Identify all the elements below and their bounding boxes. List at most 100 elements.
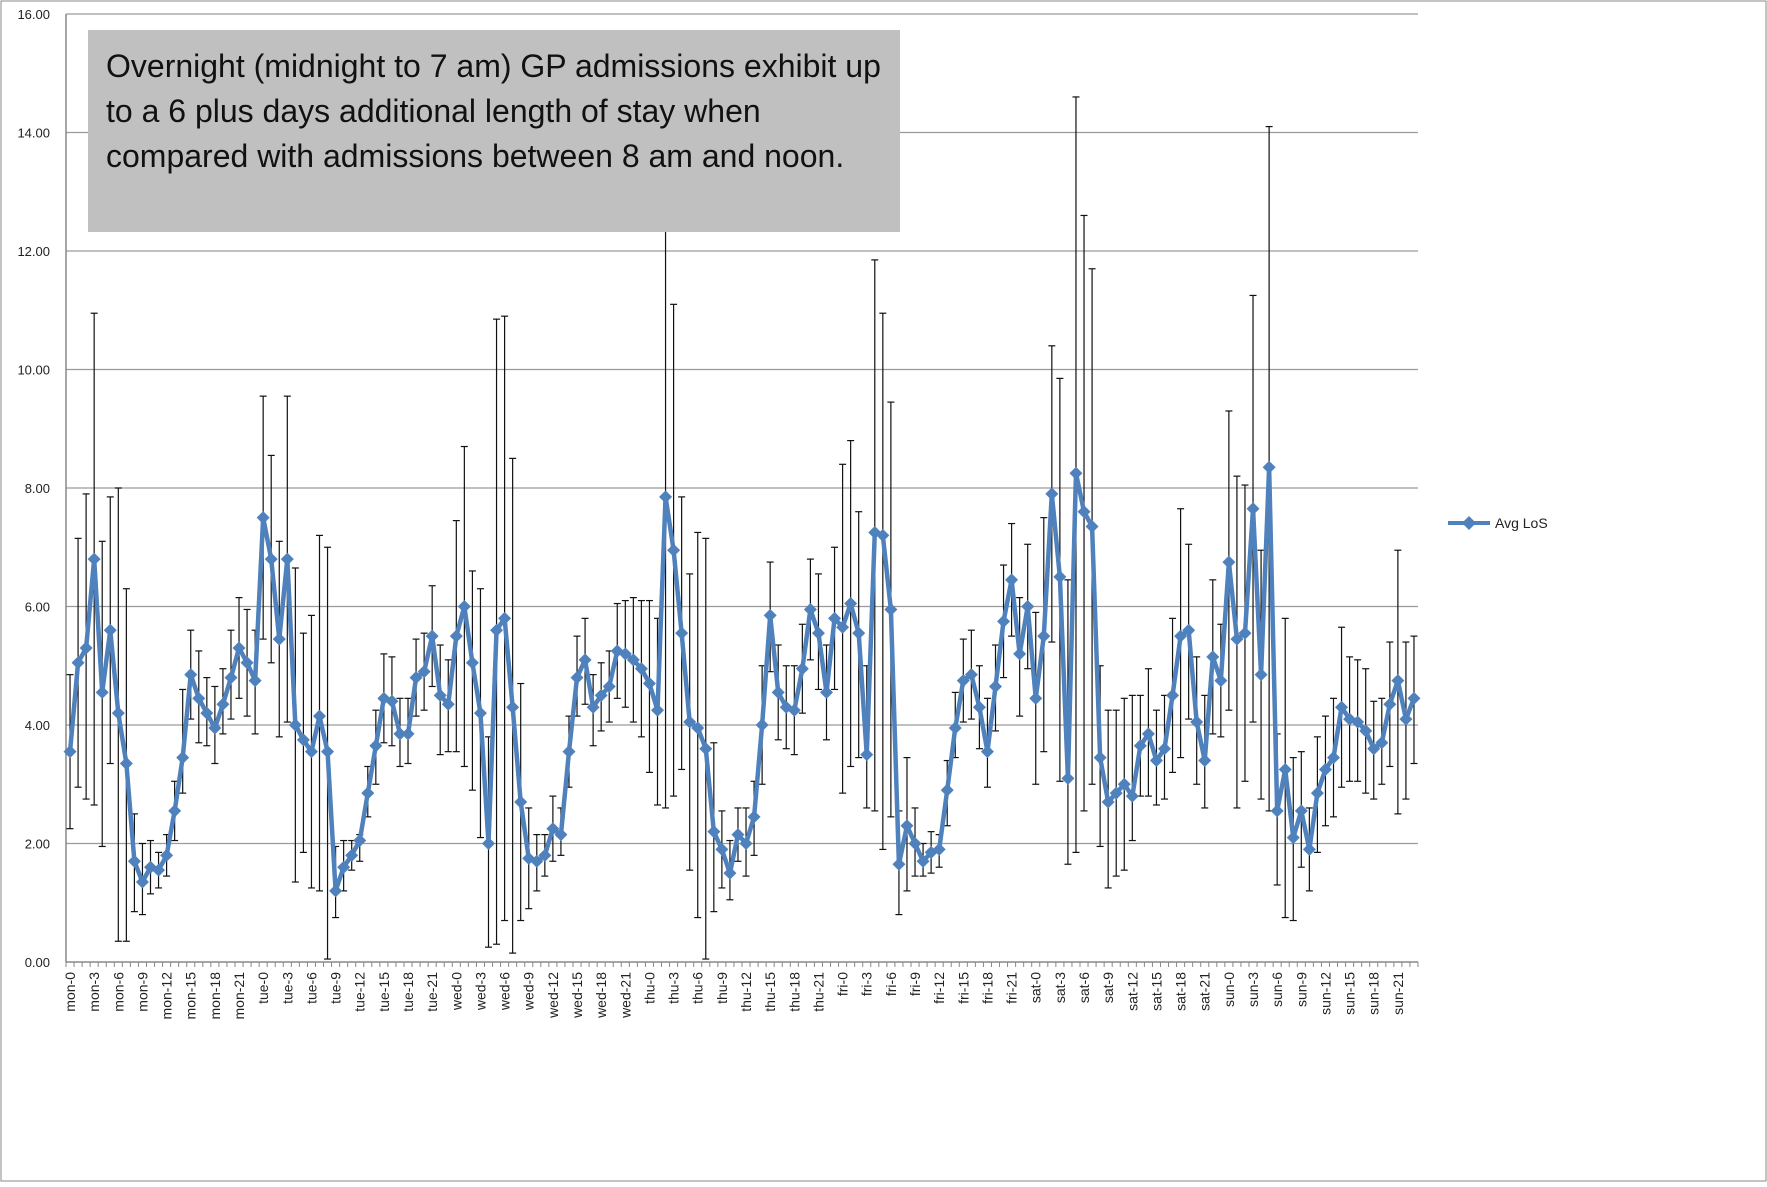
data-point <box>393 727 407 741</box>
data-point <box>449 629 463 643</box>
x-tick-label-mon-15: mon-15 <box>183 972 199 1020</box>
data-point <box>1005 573 1019 587</box>
data-point <box>948 721 962 735</box>
data-point <box>337 860 351 874</box>
data-point <box>699 742 713 756</box>
axes <box>65 14 1419 967</box>
data-point <box>1302 842 1316 856</box>
data-point <box>618 647 632 661</box>
data-point <box>385 694 399 708</box>
data-point <box>884 602 898 616</box>
data-point <box>71 656 85 670</box>
data-point <box>530 854 544 868</box>
x-tick-label-thu-21: thu-21 <box>810 972 826 1012</box>
data-point <box>1190 715 1204 729</box>
data-point <box>127 854 141 868</box>
data-point <box>369 739 383 753</box>
x-tick-label-fri-21: fri-21 <box>1004 972 1020 1004</box>
data-point <box>602 679 616 693</box>
data-point <box>1214 674 1228 688</box>
data-point <box>828 611 842 625</box>
data-point <box>1327 751 1340 765</box>
data-point <box>514 795 528 809</box>
data-point <box>321 745 335 759</box>
data-point <box>755 718 769 732</box>
data-point <box>852 626 866 640</box>
x-tick-label-tue-15: tue-15 <box>376 972 392 1012</box>
x-tick-label-sat-15: sat-15 <box>1148 972 1164 1011</box>
x-tick-label-fri-0: fri-0 <box>835 972 851 996</box>
data-point <box>795 662 809 676</box>
x-tick-label-mon-21: mon-21 <box>231 972 247 1020</box>
data-point <box>900 819 914 833</box>
x-tick-label-wed-3: wed-3 <box>472 972 488 1011</box>
data-point <box>747 810 761 824</box>
data-point <box>1294 804 1308 818</box>
x-tick-label-mon-18: mon-18 <box>207 972 223 1020</box>
x-tick-label-sun-0: sun-0 <box>1221 972 1237 1007</box>
data-point <box>353 834 367 848</box>
data-point <box>224 671 238 685</box>
data-point <box>1206 650 1220 664</box>
x-tick-label-thu-0: thu-0 <box>641 972 657 1004</box>
data-point <box>642 677 656 691</box>
data-point <box>1246 502 1260 516</box>
data-point <box>683 715 697 729</box>
data-point <box>1262 460 1276 474</box>
data-point <box>490 623 504 637</box>
y-tick-label-2.00: 2.00 <box>25 837 50 852</box>
data-point <box>989 679 1002 693</box>
data-point <box>95 685 109 699</box>
data-point <box>1254 668 1268 682</box>
data-point <box>329 884 343 898</box>
y-tick-labels: 0.00 2.00 4.00 6.00 8.00 10.00 12.00 14.00 16.00 <box>17 7 50 970</box>
data-point <box>1399 712 1413 726</box>
data-point <box>1141 727 1155 741</box>
x-tick-label-thu-12: thu-12 <box>738 972 754 1012</box>
data-point <box>763 608 777 622</box>
data-point <box>473 706 487 720</box>
x-tick-label-sat-3: sat-3 <box>1052 972 1068 1003</box>
data-point <box>168 804 182 818</box>
data-point <box>1125 789 1139 803</box>
data-point <box>216 697 230 711</box>
x-tick-label-fri-9: fri-9 <box>907 972 923 996</box>
data-point <box>1158 742 1171 756</box>
x-tick-label-tue-12: tue-12 <box>352 972 368 1012</box>
x-tick-labels: mon-0 mon-3 mon-6 mon-9 mon-12 mon-15 mon-18 mo… <box>62 972 1406 1020</box>
data-point <box>433 688 447 702</box>
data-point <box>288 718 302 732</box>
data-point <box>1117 777 1131 791</box>
data-point <box>87 552 101 566</box>
x-tick-label-tue-9: tue-9 <box>328 972 344 1004</box>
annotation-box: Overnight (midnight to 7 am) GP admissio… <box>88 30 900 232</box>
x-tick-label-sat-0: sat-0 <box>1028 972 1044 1003</box>
x-tick-label-mon-6: mon-6 <box>110 972 126 1012</box>
data-point <box>103 623 117 637</box>
data-point <box>1383 697 1397 711</box>
data-point <box>908 837 922 850</box>
x-tick-label-wed-9: wed-9 <box>521 972 537 1011</box>
data-point <box>1069 466 1083 480</box>
x-tick-label-sat-12: sat-12 <box>1124 972 1140 1011</box>
data-point <box>280 552 294 566</box>
data-point <box>876 528 890 542</box>
data-point <box>667 543 681 557</box>
data-point <box>1053 570 1067 584</box>
y-tick-label-12.00: 12.00 <box>17 244 50 259</box>
legend-label: Avg LoS <box>1495 515 1548 531</box>
error-bar <box>1128 694 1136 842</box>
data-point <box>771 685 785 699</box>
data-point <box>1045 487 1059 501</box>
x-tick-label-fri-18: fri-18 <box>979 972 995 1004</box>
x-tick-label-sun-21: sun-21 <box>1390 972 1406 1015</box>
data-point <box>811 626 825 640</box>
x-tick-label-wed-12: wed-12 <box>545 972 561 1019</box>
x-tick-label-thu-9: thu-9 <box>714 972 730 1004</box>
x-tick-label-tue-0: tue-0 <box>255 972 271 1004</box>
data-point <box>675 626 689 640</box>
x-tick-label-sun-15: sun-15 <box>1342 972 1358 1015</box>
x-tick-label-thu-6: thu-6 <box>690 972 706 1004</box>
